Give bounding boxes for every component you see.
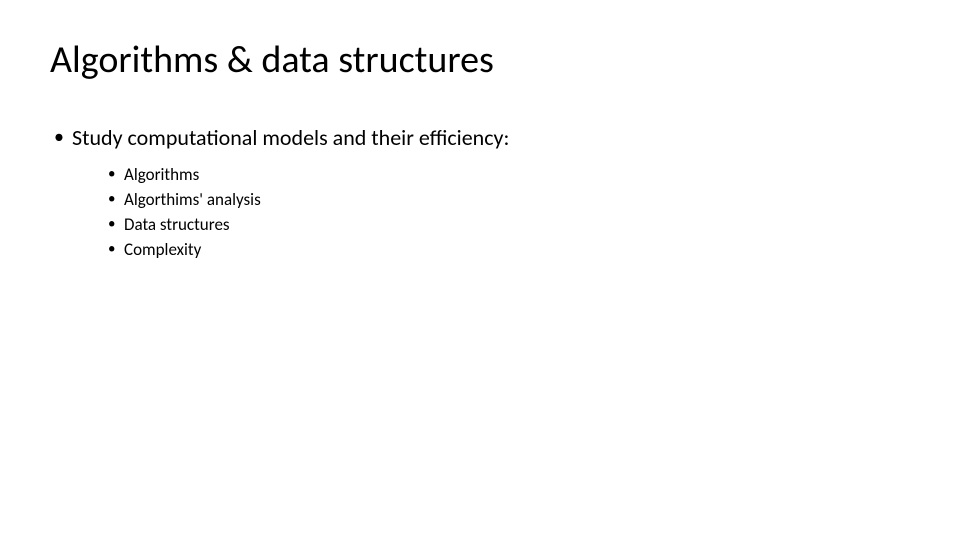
bullet-level2-item: Algorithms bbox=[108, 164, 910, 187]
slide-container: Algorithms & data structures Study compu… bbox=[0, 0, 960, 540]
bullet-level2-item: Algorthims' analysis bbox=[108, 189, 910, 212]
bullet-level2-item: Data structures bbox=[108, 214, 910, 237]
bullet-level2-group: Algorithms Algorthims' analysis Data str… bbox=[50, 164, 910, 262]
slide-title: Algorithms & data structures bbox=[50, 38, 910, 84]
bullet-level1: Study computational models and their eff… bbox=[50, 124, 910, 153]
bullet-level2-item: Complexity bbox=[108, 239, 910, 262]
